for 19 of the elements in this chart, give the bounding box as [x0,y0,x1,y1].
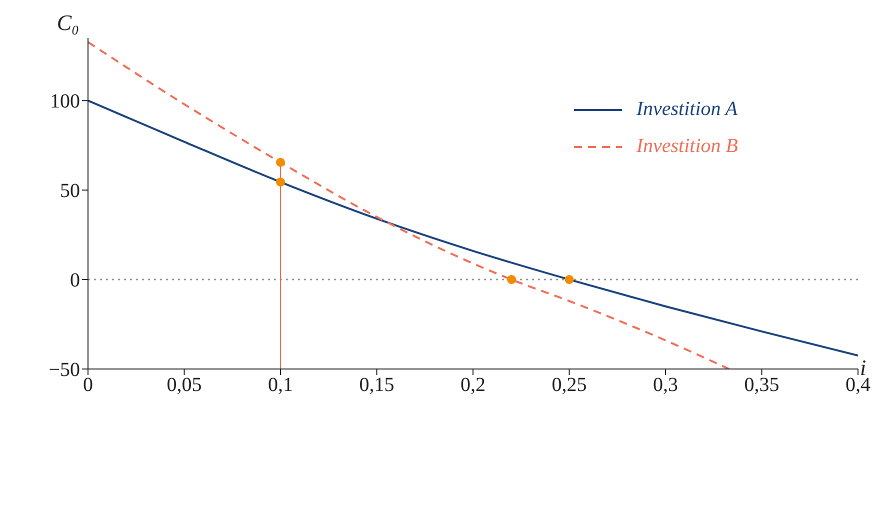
x-tick-label: 0,15 [359,374,394,396]
x-tick-label: 0,25 [552,374,587,396]
x-tick-label: 0,35 [744,374,780,396]
y-axis-title: C₀ [56,10,80,35]
y-tick-label: 50 [60,180,80,202]
point [276,158,286,167]
point [276,178,286,187]
y-tick-label: 100 [50,90,80,113]
y-tick-label: 0 [70,270,80,292]
line-series [88,100,858,357]
y-tick-label: −50 [48,359,80,382]
legend-label: Investition A [636,98,738,121]
point [506,275,516,284]
x-tick-label: 0,2 [460,374,486,396]
legend-label: Investition B [636,135,738,158]
x-tick-label: 0,3 [653,374,678,396]
x-tick-label: 0,05 [166,374,202,396]
point [564,275,574,284]
x-tick-label: 0,1 [268,374,293,396]
